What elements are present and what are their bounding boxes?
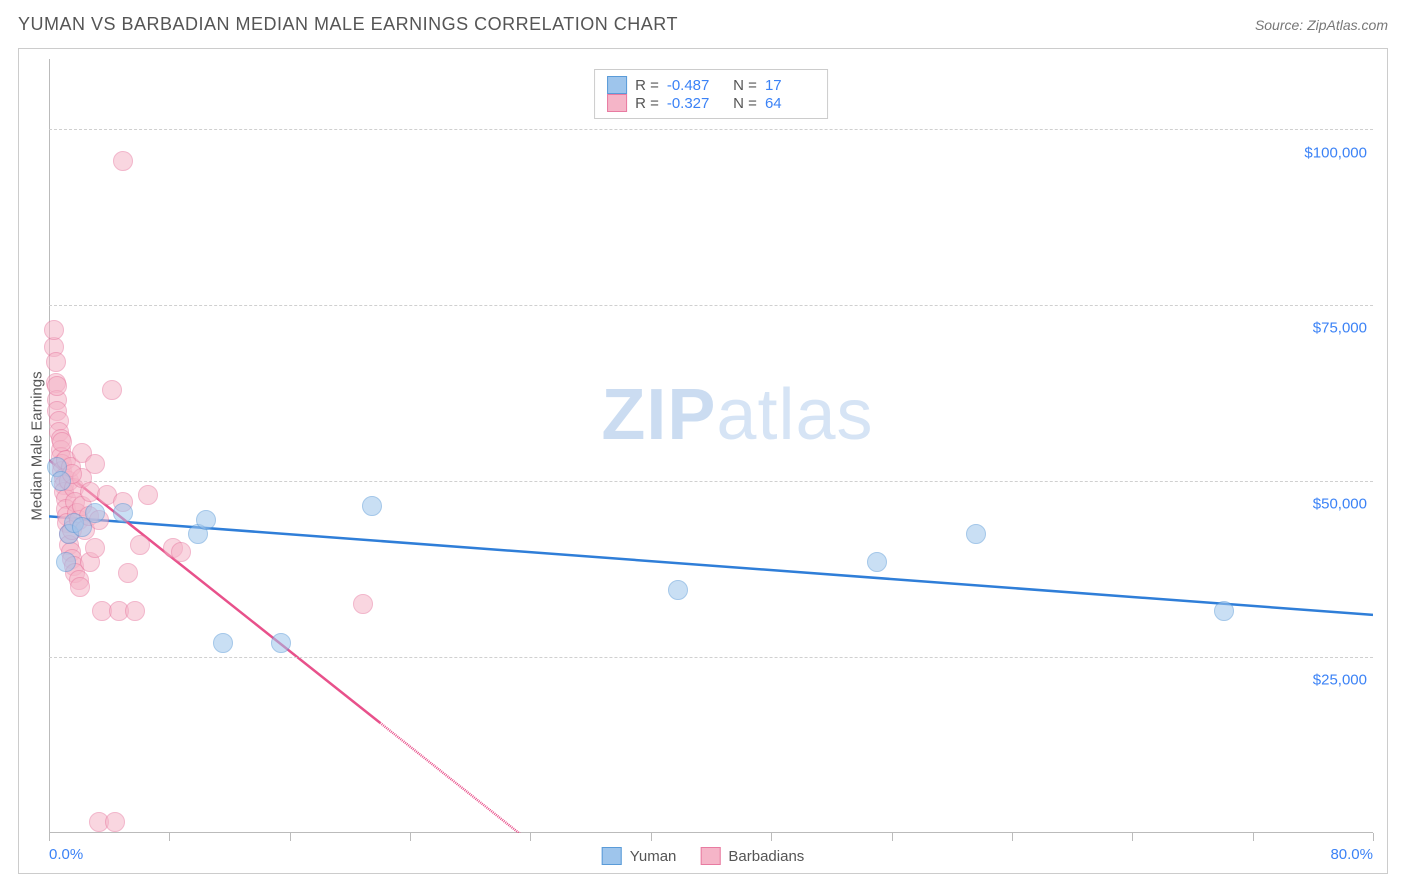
- data-point: [51, 471, 71, 491]
- x-tick: [651, 833, 652, 841]
- stats-box: R = -0.487 N = 17 R = -0.327 N = 64: [594, 69, 828, 119]
- chart-title: YUMAN VS BARBADIAN MEDIAN MALE EARNINGS …: [18, 14, 678, 35]
- trend-lines: [49, 59, 1373, 833]
- legend-item: Barbadians: [700, 847, 804, 865]
- data-point: [966, 524, 986, 544]
- data-point: [47, 376, 67, 396]
- data-point: [113, 503, 133, 523]
- data-point: [46, 352, 66, 372]
- header: YUMAN VS BARBADIAN MEDIAN MALE EARNINGS …: [0, 0, 1406, 43]
- legend-swatch: [700, 847, 720, 865]
- data-point: [102, 380, 122, 400]
- x-tick: [771, 833, 772, 841]
- data-point: [113, 151, 133, 171]
- x-tick: [1373, 833, 1374, 841]
- stats-row: R = -0.327 N = 64: [607, 94, 815, 112]
- gridline-h: [49, 481, 1373, 482]
- stat-r-label: R =: [635, 95, 659, 112]
- data-point: [668, 580, 688, 600]
- data-point: [130, 535, 150, 555]
- y-tick-label: $25,000: [1313, 672, 1367, 689]
- stat-n-label: N =: [725, 77, 757, 94]
- x-tick: [49, 833, 50, 841]
- x-tick: [892, 833, 893, 841]
- x-tick: [1253, 833, 1254, 841]
- x-tick: [530, 833, 531, 841]
- stats-row: R = -0.487 N = 17: [607, 76, 815, 94]
- x-tick: [410, 833, 411, 841]
- y-tick-label: $75,000: [1313, 320, 1367, 337]
- x-tick: [169, 833, 170, 841]
- stat-r-value: -0.327: [667, 95, 717, 112]
- watermark: ZIPatlas: [601, 374, 873, 456]
- x-axis-min-label: 0.0%: [49, 846, 83, 863]
- data-point: [70, 577, 90, 597]
- stat-n-label: N =: [725, 95, 757, 112]
- legend-item: Yuman: [602, 847, 677, 865]
- data-point: [171, 542, 191, 562]
- data-point: [85, 503, 105, 523]
- data-point: [196, 510, 216, 530]
- data-point: [271, 633, 291, 653]
- y-tick-label: $100,000: [1304, 144, 1367, 161]
- legend-swatch: [607, 94, 627, 112]
- legend-swatch: [602, 847, 622, 865]
- data-point: [1214, 601, 1234, 621]
- gridline-h: [49, 305, 1373, 306]
- stat-r-label: R =: [635, 77, 659, 94]
- data-point: [867, 552, 887, 572]
- data-point: [353, 594, 373, 614]
- gridline-h: [49, 129, 1373, 130]
- x-tick: [1012, 833, 1013, 841]
- source-label: Source: ZipAtlas.com: [1255, 17, 1388, 33]
- stat-r-value: -0.487: [667, 77, 717, 94]
- data-point: [125, 601, 145, 621]
- data-point: [56, 552, 76, 572]
- x-axis-max-label: 80.0%: [1330, 846, 1373, 863]
- legend-swatch: [607, 76, 627, 94]
- data-point: [105, 812, 125, 832]
- data-point: [362, 496, 382, 516]
- data-point: [85, 538, 105, 558]
- gridline-h: [49, 657, 1373, 658]
- y-axis-title: Median Male Earnings: [29, 371, 46, 520]
- y-axis-line: [49, 59, 50, 833]
- y-tick-label: $50,000: [1313, 496, 1367, 513]
- legend-label: Yuman: [630, 848, 677, 865]
- x-tick: [290, 833, 291, 841]
- watermark-bold: ZIP: [601, 375, 716, 455]
- plot-area: Median Male Earnings ZIPatlas R =-0.487 …: [49, 59, 1373, 833]
- legend-label: Barbadians: [728, 848, 804, 865]
- x-axis-line: [49, 832, 1373, 833]
- data-point: [85, 454, 105, 474]
- chart-container: Median Male Earnings ZIPatlas R = -0.487 …: [18, 48, 1388, 874]
- data-point: [44, 320, 64, 340]
- watermark-rest: atlas: [716, 375, 873, 455]
- data-point: [213, 633, 233, 653]
- x-tick: [1132, 833, 1133, 841]
- data-point: [138, 485, 158, 505]
- data-point: [118, 563, 138, 583]
- stat-n-value: 64: [765, 95, 815, 112]
- legend: Yuman Barbadians: [602, 847, 805, 865]
- stat-n-value: 17: [765, 77, 815, 94]
